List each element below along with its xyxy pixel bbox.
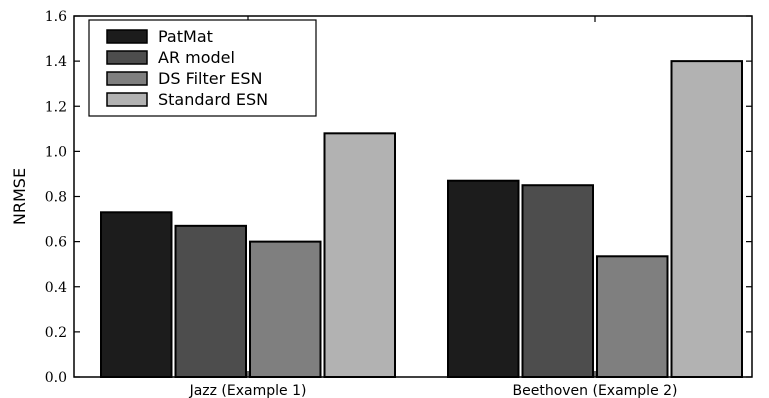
y-tick-label: 0.4 <box>45 280 67 296</box>
y-tick-label: 0.6 <box>45 235 67 251</box>
bar-patmat-2 <box>447 179 520 378</box>
category-label: Jazz (Example 1) <box>189 383 307 398</box>
y-tick-label: 0.2 <box>45 325 67 341</box>
y-tick-label: 1.4 <box>45 54 67 70</box>
legend-swatch <box>106 50 148 65</box>
bar-standard-esn-2 <box>670 60 743 378</box>
bar-ds-filter-esn-2 <box>596 255 669 378</box>
legend-swatch <box>106 92 148 107</box>
legend-label: DS Filter ESN <box>158 69 263 88</box>
legend-label: Standard ESN <box>158 90 268 109</box>
category-labels: Jazz (Example 1) Beethoven (Example 2) <box>189 16 678 398</box>
y-axis-label: NRMSE <box>10 168 29 225</box>
y-tick-label: 0.8 <box>45 190 67 206</box>
y-tick-label: 1.2 <box>45 99 67 115</box>
category-label: Beethoven (Example 2) <box>513 383 678 398</box>
bar-ds-filter-esn-1 <box>249 240 322 378</box>
bars-layer <box>100 60 743 378</box>
legend-swatch <box>106 29 148 44</box>
y-tick-label: 1.6 <box>45 9 67 25</box>
legend-label: AR model <box>158 48 235 67</box>
legend-swatch <box>106 71 148 86</box>
bar-ar-model-2 <box>521 184 594 378</box>
ticks-layer: 0.0 0.2 0.4 0.6 0.8 1.0 1.2 1.4 1.6 <box>45 9 752 386</box>
legend: PatMat AR model DS Filter ESN Standard ESN <box>88 19 317 117</box>
y-tick-label: 1.0 <box>45 144 67 160</box>
y-tick-label: 0.0 <box>45 370 67 386</box>
legend-label: PatMat <box>158 27 213 46</box>
bar-ar-model-1 <box>174 224 247 378</box>
bar-standard-esn-1 <box>323 132 396 378</box>
bar-patmat-1 <box>100 211 173 378</box>
